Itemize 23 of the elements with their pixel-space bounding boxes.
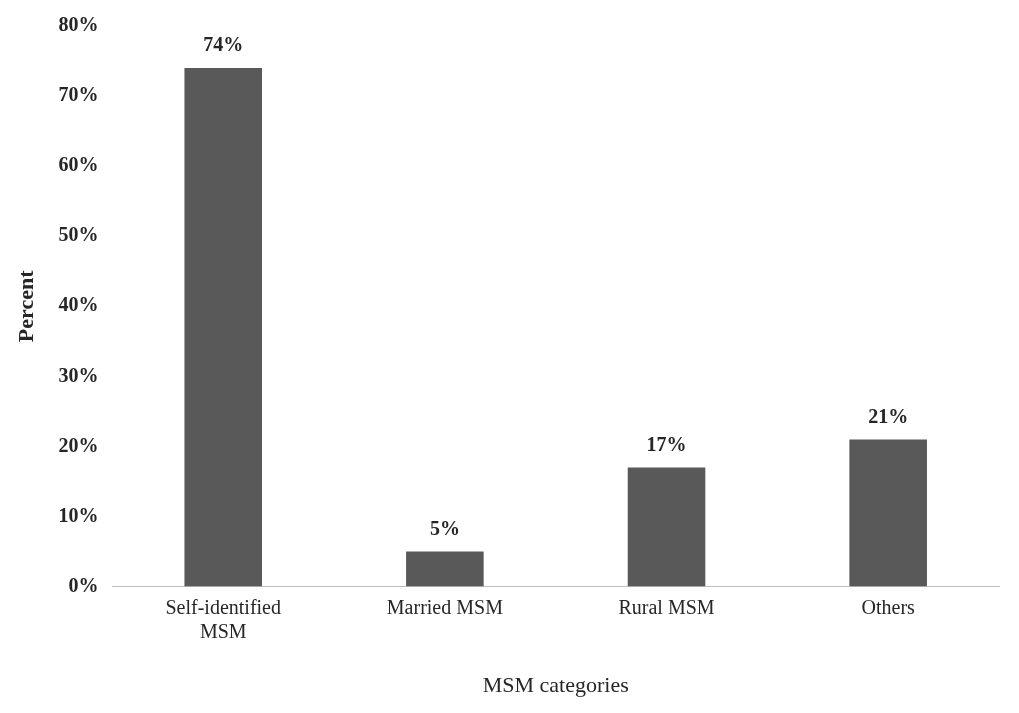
- bar: [184, 68, 263, 587]
- y-tick-label: 10%: [58, 503, 99, 526]
- x-tick-label: Rural MSM: [618, 595, 715, 618]
- y-tick-label: 50%: [58, 223, 99, 246]
- x-tick-label: Married MSM: [386, 595, 504, 618]
- bar: [627, 467, 706, 587]
- y-tick-label: 20%: [58, 433, 99, 456]
- bar: [849, 439, 927, 587]
- y-tick-label: 70%: [58, 83, 99, 106]
- y-tick-label: 30%: [58, 363, 99, 386]
- bar: [406, 551, 484, 587]
- y-tick-label: 80%: [58, 13, 99, 36]
- x-axis-title: MSM categories: [482, 671, 629, 697]
- data-label: 74%: [203, 33, 244, 56]
- y-tick-label: 0%: [68, 573, 99, 596]
- x-tick-label: Self-identified MSM: [165, 595, 281, 642]
- data-label: 17%: [646, 432, 687, 455]
- y-tick-label: 60%: [58, 153, 99, 176]
- x-tick-label: Others: [861, 595, 916, 618]
- data-label: 5%: [429, 516, 460, 539]
- data-label: 21%: [868, 404, 909, 427]
- y-axis-title: Percent: [12, 269, 38, 343]
- y-tick-label: 40%: [58, 293, 99, 316]
